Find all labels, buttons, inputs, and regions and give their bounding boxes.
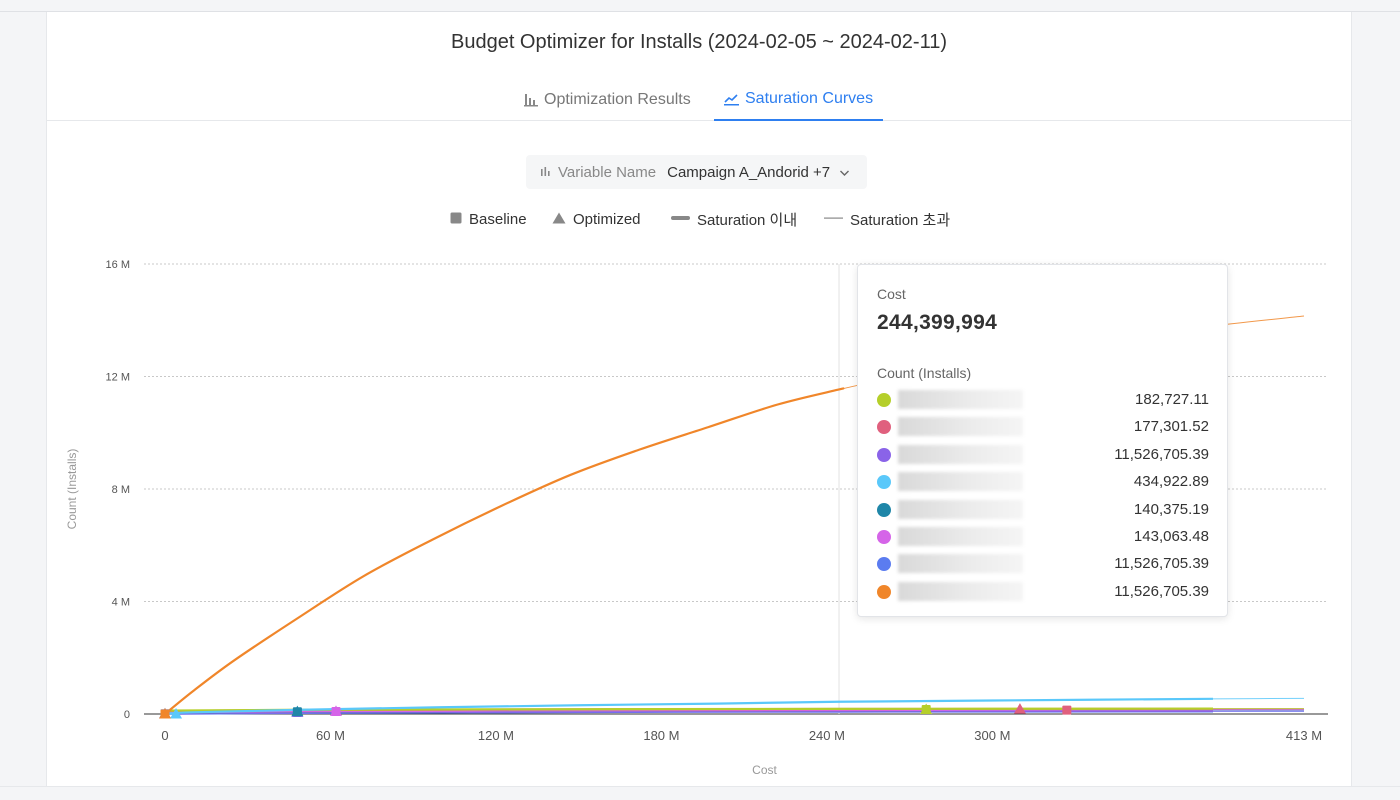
redacted-series-name <box>898 472 1023 492</box>
x-tick-label: 300 M <box>974 728 1010 743</box>
series-dot-icon <box>877 420 891 435</box>
x-tick-label: 60 M <box>316 728 345 743</box>
page-title: Budget Optimizer for Installs (2024-02-0… <box>450 31 947 53</box>
tooltip-row-value: 182,727.11 <box>1135 391 1209 408</box>
y-tick-label: 4 M <box>112 597 130 609</box>
tooltip-row-value: 143,063.48 <box>1133 528 1209 545</box>
tooltip-row-value: 11,526,705.39 <box>1114 445 1209 463</box>
tooltip-row: 434,922.89 <box>877 472 1209 492</box>
series-dot-icon <box>877 393 891 407</box>
saturation-within-curve <box>164 387 845 715</box>
bar-chart-icon <box>524 93 538 107</box>
tab-saturation-curves[interactable]: Saturation Curves <box>714 78 884 121</box>
series-dot-icon <box>877 475 891 490</box>
tooltip-row: 177,301.52 <box>877 417 1209 437</box>
baseline-marker <box>1062 705 1072 715</box>
optimizer-card: Budget Optimizer for Installs (2024-02-0… <box>46 12 1352 786</box>
series-dot-icon <box>877 557 891 572</box>
legend-baseline[interactable]: Baseline <box>450 208 527 230</box>
legend-optimized[interactable]: Optimized <box>552 208 641 230</box>
legend-label: Saturation 초과 <box>850 211 951 229</box>
tooltip-row-value: 11,526,705.39 <box>1114 582 1209 600</box>
tab-label: Saturation Curves <box>745 89 874 107</box>
tooltip-row-value: 177,301.52 <box>1133 418 1209 436</box>
y-tick-label: 0 <box>124 709 130 721</box>
x-tick-label: 413 M <box>1286 728 1322 743</box>
variable-name-label: Variable Name <box>558 163 657 181</box>
x-tick-label: 0 <box>161 728 168 743</box>
tooltip-cost-value: 244,399,994 <box>877 311 998 334</box>
optimized-marker <box>920 703 933 714</box>
series-dot-icon <box>877 447 891 462</box>
triangle-icon <box>552 211 566 228</box>
chevron-down-icon <box>839 164 850 181</box>
chart-tooltip: Cost 244,399,994 Count (Installs) 182,72… <box>857 264 1228 617</box>
tooltip-row: 11,526,705.39 <box>877 444 1209 465</box>
tab-bar: Optimization Results Saturation Curves <box>47 78 1351 121</box>
bottom-strip <box>0 786 1400 800</box>
y-tick-label: 8 M <box>112 484 130 496</box>
optimized-marker <box>159 708 171 719</box>
tooltip-row-value: 11,526,705.39 <box>1114 555 1209 573</box>
saturation-within-curve <box>164 697 1213 716</box>
square-icon <box>450 211 462 228</box>
legend-label: Optimized <box>573 210 641 228</box>
tab-optimization-results[interactable]: Optimization Results <box>514 78 701 121</box>
tooltip-row: 143,063.48 <box>877 527 1209 547</box>
variable-name-select[interactable]: Variable Name Campaign A_Andorid +7 <box>526 155 867 189</box>
series-dot-icon <box>877 584 891 599</box>
legend-label: Saturation 이내 <box>697 211 798 229</box>
tooltip-row: 140,375.19 <box>877 499 1209 520</box>
redacted-series-name <box>898 527 1023 546</box>
x-tick-label: 240 M <box>809 728 845 743</box>
optimized-marker <box>291 705 304 717</box>
optimized-marker <box>170 708 183 719</box>
optimized-marker <box>329 705 342 716</box>
tooltip-count-label: Count (Installs) <box>877 365 972 381</box>
redacted-series-name <box>898 499 1023 519</box>
redacted-series-name <box>898 554 1023 574</box>
y-tick-label: 12 M <box>106 372 130 384</box>
tooltip-row-value: 434,922.89 <box>1133 473 1209 491</box>
redacted-series-name <box>898 417 1023 437</box>
thick-line-icon <box>671 211 690 228</box>
variable-name-value: Campaign A_Andorid +7 <box>667 163 831 181</box>
legend-saturation-beyond[interactable]: Saturation 초과 <box>824 208 950 230</box>
tooltip-row: 11,526,705.39 <box>877 581 1209 602</box>
top-strip <box>0 0 1400 12</box>
tooltip-row: 182,727.11 <box>877 390 1209 410</box>
line-chart-icon <box>724 92 739 106</box>
legend-saturation-within[interactable]: Saturation 이내 <box>671 208 797 230</box>
redacted-series-name <box>898 581 1023 601</box>
y-axis-title: Count (Installs) <box>65 449 79 530</box>
x-axis-title: Cost <box>752 763 777 777</box>
tooltip-cost-label: Cost <box>877 286 906 302</box>
series-dot-icon <box>877 530 891 544</box>
bar-chart-icon <box>540 164 552 181</box>
tooltip-row-value: 140,375.19 <box>1133 500 1209 518</box>
chart-legend: Baseline Optimized Saturation 이내 Saturat… <box>47 208 1351 230</box>
redacted-series-name <box>898 390 1023 409</box>
series-dot-icon <box>877 502 891 517</box>
tooltip-row: 11,526,705.39 <box>877 554 1209 574</box>
tab-label: Optimization Results <box>544 90 691 108</box>
legend-label: Baseline <box>469 210 527 228</box>
thin-line-icon <box>824 211 843 228</box>
redacted-series-name <box>898 444 1023 464</box>
x-tick-label: 120 M <box>478 728 514 743</box>
y-tick-label: 16 M <box>106 259 130 271</box>
x-tick-label: 180 M <box>643 728 679 743</box>
saturation-chart[interactable]: 0 4 M 8 M 12 M 16 M 0 60 M 120 M 180 M 240 M 300 M… <box>47 12 1353 786</box>
optimized-marker <box>1013 703 1026 714</box>
